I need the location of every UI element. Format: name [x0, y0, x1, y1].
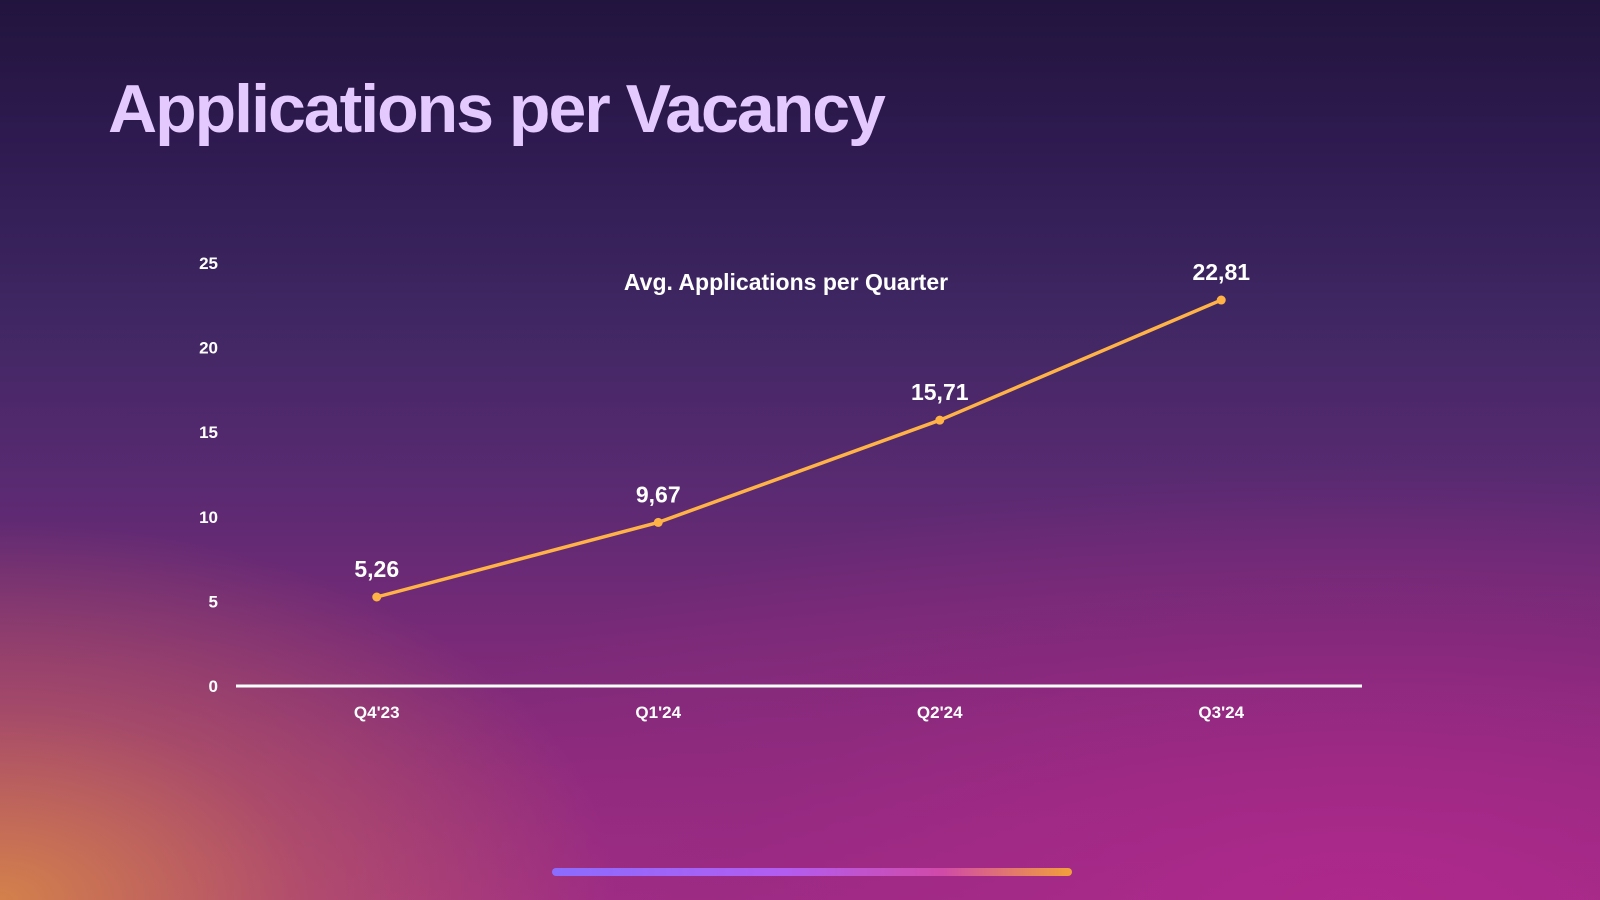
slide-title: Applications per Vacancy [108, 71, 886, 147]
chart-title: Avg. Applications per Quarter [624, 269, 948, 295]
data-label: 9,67 [636, 481, 681, 507]
progress-bar-decoration [552, 868, 1072, 876]
data-point [1216, 295, 1226, 305]
data-label: 22,81 [1192, 259, 1250, 285]
data-label: 5,26 [354, 556, 399, 582]
x-axis-ticks: Q4'23 Q1'24 Q2'24 Q3'24 [354, 703, 1245, 722]
x-tick-label: Q3'24 [1198, 703, 1244, 722]
data-point [653, 517, 663, 527]
y-tick-label: 15 [199, 423, 218, 442]
series-line [376, 298, 1222, 599]
y-tick-label: 20 [199, 339, 218, 358]
y-tick-label: 25 [199, 254, 218, 273]
y-tick-label: 5 [209, 592, 218, 611]
y-axis-ticks: 0 5 10 15 20 25 [199, 254, 218, 696]
data-point [935, 415, 945, 425]
y-tick-label: 10 [199, 508, 218, 527]
data-label: 15,71 [911, 379, 969, 405]
series-group: 5,26 9,67 15,71 22,81 [354, 259, 1250, 602]
data-point [372, 592, 382, 602]
y-tick-label: 0 [209, 677, 218, 696]
x-tick-label: Q1'24 [635, 703, 681, 722]
x-tick-label: Q2'24 [917, 703, 963, 722]
x-tick-label: Q4'23 [354, 703, 400, 722]
